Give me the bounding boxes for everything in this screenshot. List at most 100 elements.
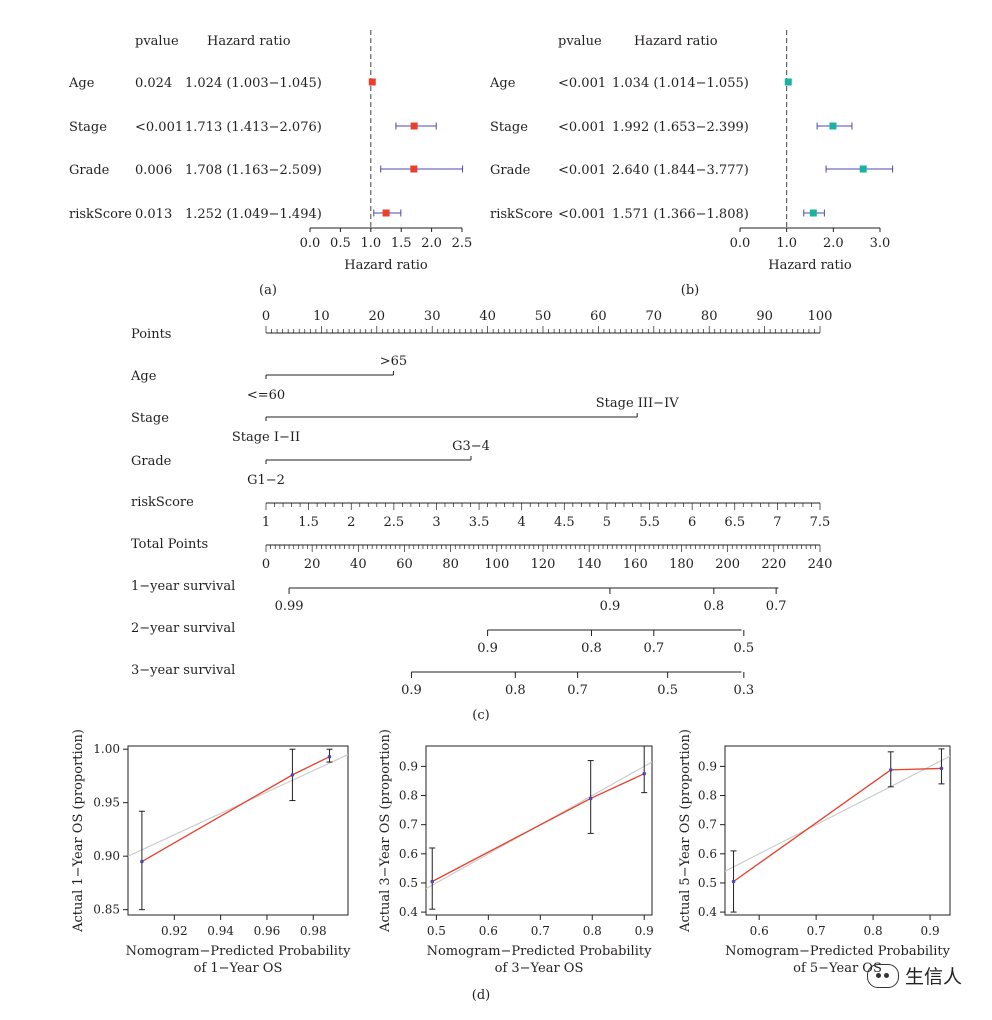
- y-tick-label: 0.5: [698, 876, 717, 890]
- hr-point: [829, 122, 837, 130]
- points-tick-label: 100: [808, 309, 833, 324]
- row-label: Age: [68, 76, 95, 91]
- x-tick-label: 0.98: [300, 924, 327, 938]
- points-tick-label: 20: [369, 309, 386, 324]
- row-label-survival: 3−year survival: [131, 663, 235, 678]
- row-pvalue: <0.001: [558, 207, 606, 222]
- row-label-riskscore: riskScore: [131, 495, 194, 510]
- survival-tick-label: 0.3: [733, 683, 754, 698]
- riskscore-tick-label: 7.5: [810, 515, 831, 530]
- x-axis-label: Hazard ratio: [768, 258, 852, 273]
- total-points-tick-label: 160: [623, 557, 648, 572]
- riskscore-tick-label: 6: [688, 515, 696, 530]
- x-tick-label: 2.0: [421, 236, 442, 251]
- data-point: [888, 768, 893, 772]
- variable-level-label: >65: [380, 354, 407, 369]
- y-tick-label: 0.4: [399, 905, 418, 919]
- x-tick-label: 0.7: [807, 924, 826, 938]
- row-pvalue: <0.001: [558, 120, 606, 135]
- survival-tick-label: 0.8: [505, 683, 526, 698]
- y-tick-label: 0.95: [93, 796, 120, 810]
- y-tick-label: 0.8: [698, 789, 717, 803]
- y-axis-label: Actual 5−Year OS (proportion): [678, 729, 693, 933]
- survival-tick-label: 0.5: [657, 683, 678, 698]
- x-tick-label: 0.8: [583, 924, 602, 938]
- riskscore-tick-label: 2: [347, 515, 355, 530]
- points-tick-label: 60: [590, 309, 607, 324]
- x-axis-label-line2: of 5−Year OS: [793, 961, 882, 976]
- watermark: 生信人: [866, 962, 962, 989]
- y-tick-label: 1.00: [93, 742, 120, 756]
- data-point: [140, 859, 144, 864]
- riskscore-tick-label: 4: [518, 515, 526, 530]
- row-label-survival: 1−year survival: [131, 579, 235, 594]
- calibration-plots-d: 0.92 0.94 0.96 0.98 0.85 0.90 0.95 1.00 Nomogram…: [71, 729, 951, 976]
- variable-level-label: Stage I−II: [232, 430, 300, 445]
- survival-tick-label: 0.7: [567, 683, 588, 698]
- header-pvalue: pvalue: [135, 34, 179, 49]
- row-hazard-ratio: 1.252 (1.049−1.494): [185, 207, 322, 222]
- forest-plot-a: pvalue Hazard ratio Age 0.024 1.024 (1.003−1…: [68, 30, 472, 273]
- panel-label-a: (a): [259, 283, 277, 298]
- row-label: Stage: [69, 120, 107, 135]
- header-hazard-ratio: Hazard ratio: [634, 34, 718, 49]
- x-tick-label: 0.6: [479, 924, 498, 938]
- hr-point: [859, 165, 867, 173]
- panel-label-b: (b): [681, 283, 699, 298]
- y-tick-label: 0.7: [698, 818, 717, 832]
- points-tick-label: 50: [535, 309, 552, 324]
- data-point: [588, 796, 593, 801]
- hr-point: [382, 209, 390, 217]
- row-pvalue: 0.024: [135, 76, 172, 91]
- points-tick-label: 40: [479, 309, 496, 324]
- variable-level-label: G3−4: [452, 439, 490, 454]
- row-label-variable: Grade: [131, 454, 172, 469]
- variable-level-label: Stage III−IV: [596, 396, 679, 411]
- points-tick-label: 90: [756, 309, 773, 324]
- x-tick-label: 0.6: [750, 924, 769, 938]
- total-points-tick-label: 180: [669, 557, 694, 572]
- survival-tick-label: 0.7: [766, 599, 787, 614]
- total-points-tick-label: 100: [484, 557, 509, 572]
- row-pvalue: 0.006: [135, 163, 172, 178]
- row-label: Grade: [69, 163, 110, 178]
- watermark-text: 生信人: [904, 966, 962, 988]
- header-hazard-ratio: Hazard ratio: [207, 34, 291, 49]
- variable-level-label: <=60: [247, 388, 285, 403]
- x-tick-label: 0.96: [254, 924, 281, 938]
- row-label: riskScore: [69, 207, 132, 222]
- row-label: Age: [489, 76, 516, 91]
- x-axis-label-line1: Nomogram−Predicted Probability: [725, 944, 951, 959]
- forest-plot-b: pvalue Hazard ratio Age <0.001 1.034 (1.014−…: [489, 30, 894, 273]
- riskscore-tick-label: 2.5: [384, 515, 405, 530]
- points-tick-label: 0: [262, 309, 270, 324]
- total-points-tick-label: 80: [442, 557, 459, 572]
- total-points-tick-label: 220: [761, 557, 786, 572]
- x-tick-label: 0.9: [921, 924, 940, 938]
- riskscore-tick-label: 1: [262, 515, 270, 530]
- x-tick-label: 2.5: [452, 236, 473, 251]
- y-tick-label: 0.9: [698, 759, 717, 773]
- survival-tick-label: 0.99: [275, 599, 304, 614]
- x-tick-label: 0.0: [730, 236, 751, 251]
- x-tick-label: 1.5: [391, 236, 412, 251]
- points-tick-label: 80: [701, 309, 718, 324]
- data-point: [731, 879, 736, 884]
- riskscore-tick-label: 3: [432, 515, 440, 530]
- y-tick-label: 0.6: [399, 847, 418, 861]
- x-tick-label: 0.5: [427, 924, 446, 938]
- total-points-tick-label: 120: [531, 557, 556, 572]
- x-tick-label: 0.8: [864, 924, 883, 938]
- wechat-icon: [866, 963, 899, 988]
- hr-point: [410, 165, 418, 173]
- y-tick-label: 0.90: [93, 849, 120, 863]
- riskscore-tick-label: 7: [773, 515, 781, 530]
- survival-tick-label: 0.5: [733, 641, 754, 656]
- x-axis-label-line1: Nomogram−Predicted Probability: [427, 944, 653, 959]
- points-tick-label: 70: [646, 309, 663, 324]
- y-tick-label: 0.4: [698, 905, 717, 919]
- hr-point: [410, 122, 418, 130]
- x-tick-label: 0.7: [531, 924, 550, 938]
- row-pvalue: <0.001: [135, 120, 183, 135]
- x-tick-label: 0.94: [207, 924, 234, 938]
